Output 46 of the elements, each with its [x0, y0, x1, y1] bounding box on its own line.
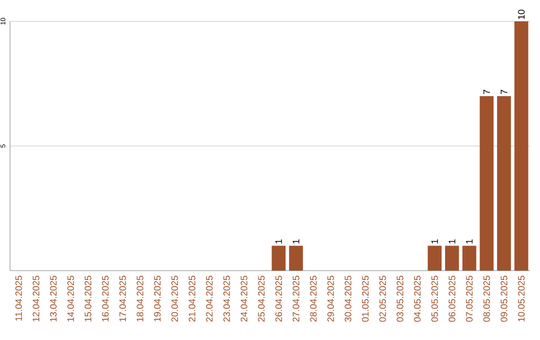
data-label: 1	[275, 239, 282, 244]
x-tick-label: 15.04.2025	[84, 276, 92, 322]
x-tick-label: 14.04.2025	[67, 276, 74, 322]
data-label: 7	[500, 90, 508, 94]
x-tick-label: 20.04.2025	[171, 276, 178, 322]
x-tick-label: 02.05.2025	[379, 276, 386, 322]
data-label: 1	[466, 239, 473, 244]
bar	[289, 246, 303, 271]
x-tick-label: 21.04.2025	[188, 276, 196, 322]
x-tick-label: 18.04.2025	[136, 276, 144, 322]
x-tick-label: 01.05.2025	[362, 276, 369, 322]
x-tick-label: 17.04.2025	[119, 276, 126, 322]
bar	[428, 246, 442, 271]
x-tick-label: 08.05.2025	[483, 276, 490, 322]
data-label: 7	[483, 90, 490, 94]
x-tick-label: 24.04.2025	[240, 276, 248, 322]
bar	[272, 246, 286, 271]
bar	[445, 246, 459, 271]
x-tick-label: 11.04.2025	[15, 276, 22, 321]
x-tick-label: 03.05.2025	[396, 276, 404, 322]
x-tick-label: 25.04.2025	[258, 276, 265, 322]
x-tick-label: 16.04.2025	[102, 276, 109, 322]
bar	[497, 96, 511, 271]
x-tick-label: 05.05.2025	[431, 276, 438, 322]
x-tick-label: 06.05.2025	[448, 276, 456, 322]
x-tick-label: 26.04.2025	[275, 276, 282, 322]
x-tick-label: 10.05.2025	[518, 276, 525, 322]
x-tick-label: 07.05.2025	[466, 276, 473, 322]
data-label: 1	[292, 239, 300, 244]
data-label: 1	[431, 239, 438, 244]
data-label: 1	[448, 239, 456, 244]
bar	[462, 246, 476, 271]
x-tick-label: 28.04.2025	[310, 276, 317, 322]
bar	[514, 21, 528, 271]
x-tick-label: 19.04.2025	[154, 276, 161, 322]
x-tick-label: 30.04.2025	[344, 276, 352, 322]
x-tick-label: 29.04.2025	[327, 276, 334, 322]
x-tick-label: 13.04.2025	[50, 276, 57, 322]
x-tick-label: 12.04.2025	[32, 276, 40, 322]
x-tick-label: 22.04.2025	[206, 276, 213, 322]
x-tick-label: 09.05.2025	[500, 276, 508, 322]
bar	[480, 96, 494, 271]
x-tick-label: 27.04.2025	[292, 276, 300, 322]
x-tick-label: 04.05.2025	[414, 276, 421, 322]
x-tick-label: 23.04.2025	[223, 276, 230, 322]
data-label: 10	[518, 10, 525, 20]
